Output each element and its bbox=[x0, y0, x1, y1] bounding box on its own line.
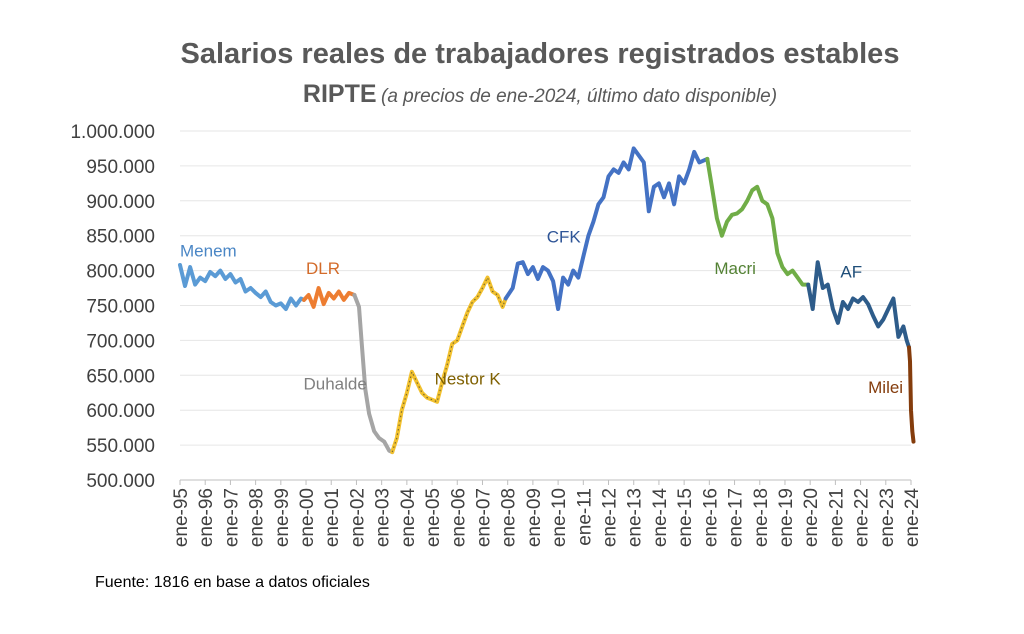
x-tick-label: ene-98 bbox=[247, 488, 268, 547]
x-tick-label: ene-02 bbox=[347, 488, 368, 547]
x-tick-label: ene-15 bbox=[675, 488, 696, 547]
series-line-nestor-k bbox=[390, 275, 508, 455]
y-tick-label: 500.000 bbox=[86, 471, 155, 492]
source-note: Fuente: 1816 en base a datos oficiales bbox=[95, 574, 370, 591]
chart-title: Salarios reales de trabajadores registra… bbox=[180, 38, 900, 70]
x-tick-label: ene-11 bbox=[574, 488, 595, 546]
chart-subtitle-note: (a precios de ene-2024, último dato disp… bbox=[381, 86, 778, 107]
x-tick-label: ene-21 bbox=[826, 488, 847, 547]
x-axis: ene-95 ene-96 ene-97 ene-98 ene-99 ene-00 ene-… bbox=[171, 479, 923, 548]
series-line-milei bbox=[907, 345, 916, 444]
series-label: DLR bbox=[306, 259, 340, 278]
x-tick-label: ene-24 bbox=[902, 488, 923, 548]
y-tick-label: 800.000 bbox=[86, 262, 155, 283]
series-line-duhalde bbox=[352, 293, 395, 455]
series-line-macri bbox=[705, 156, 811, 287]
x-tick-label: ene-12 bbox=[600, 488, 621, 547]
chart-subtitle: RIPTE (a precios de ene-2024, último dat… bbox=[0, 80, 1024, 109]
y-axis: 1.000.000 950.000 900.000 850.000 800.000 750… bbox=[70, 122, 155, 492]
y-tick-label: 1.000.000 bbox=[70, 122, 155, 143]
series-label: AF bbox=[840, 263, 862, 282]
y-tick-label: 650.000 bbox=[86, 366, 155, 387]
x-tick-label: ene-08 bbox=[499, 488, 520, 547]
series-line-menem bbox=[178, 263, 306, 311]
y-tick-label: 950.000 bbox=[86, 157, 155, 178]
x-tick-label: ene-06 bbox=[448, 488, 469, 547]
y-tick-label: 600.000 bbox=[86, 401, 155, 422]
series-line-cfk bbox=[503, 146, 710, 311]
series-label: Menem bbox=[180, 242, 237, 261]
chart-subtitle-main: RIPTE bbox=[302, 80, 377, 108]
series-line-af bbox=[806, 260, 911, 350]
x-tick-label: ene-13 bbox=[625, 488, 646, 547]
y-tick-label: 550.000 bbox=[86, 436, 155, 457]
y-tick-label: 850.000 bbox=[86, 227, 155, 248]
x-tick-label: ene-96 bbox=[196, 488, 217, 547]
x-tick-label: ene-10 bbox=[549, 488, 570, 547]
x-tick-label: ene-05 bbox=[423, 488, 444, 547]
series-label: CFK bbox=[547, 228, 582, 247]
series-label: Macri bbox=[714, 259, 756, 278]
x-tick-label: ene-22 bbox=[852, 488, 873, 547]
x-tick-label: ene-00 bbox=[297, 488, 318, 547]
x-tick-label: ene-01 bbox=[322, 488, 343, 547]
x-tick-label: ene-09 bbox=[524, 488, 545, 547]
x-tick-label: ene-18 bbox=[751, 488, 772, 547]
x-tick-label: ene-19 bbox=[776, 488, 797, 547]
series-labels: Menem DLR Duhalde Nestor K CFK Macri AF Milei bbox=[180, 228, 903, 397]
x-tick-label: ene-23 bbox=[877, 488, 898, 547]
x-tick-label: ene-03 bbox=[373, 488, 394, 547]
x-tick-label: ene-99 bbox=[272, 488, 293, 547]
x-tick-label: ene-04 bbox=[398, 488, 419, 548]
x-tick-label: ene-20 bbox=[801, 488, 822, 547]
x-tick-label: ene-95 bbox=[171, 488, 192, 547]
x-tick-label: ene-17 bbox=[726, 488, 747, 547]
x-tick-label: ene-16 bbox=[700, 488, 721, 547]
series-label: Milei bbox=[868, 378, 903, 397]
y-tick-label: 750.000 bbox=[86, 297, 155, 318]
series-label: Duhalde bbox=[304, 374, 367, 393]
series-line-dlr bbox=[302, 286, 357, 309]
series-lines bbox=[178, 146, 916, 455]
series-label: Nestor K bbox=[435, 369, 502, 388]
x-tick-label: ene-07 bbox=[473, 488, 494, 547]
y-tick-label: 700.000 bbox=[86, 331, 155, 352]
y-tick-label: 900.000 bbox=[86, 192, 155, 213]
x-tick-label: ene-97 bbox=[221, 488, 242, 547]
x-tick-label: ene-14 bbox=[650, 488, 671, 548]
